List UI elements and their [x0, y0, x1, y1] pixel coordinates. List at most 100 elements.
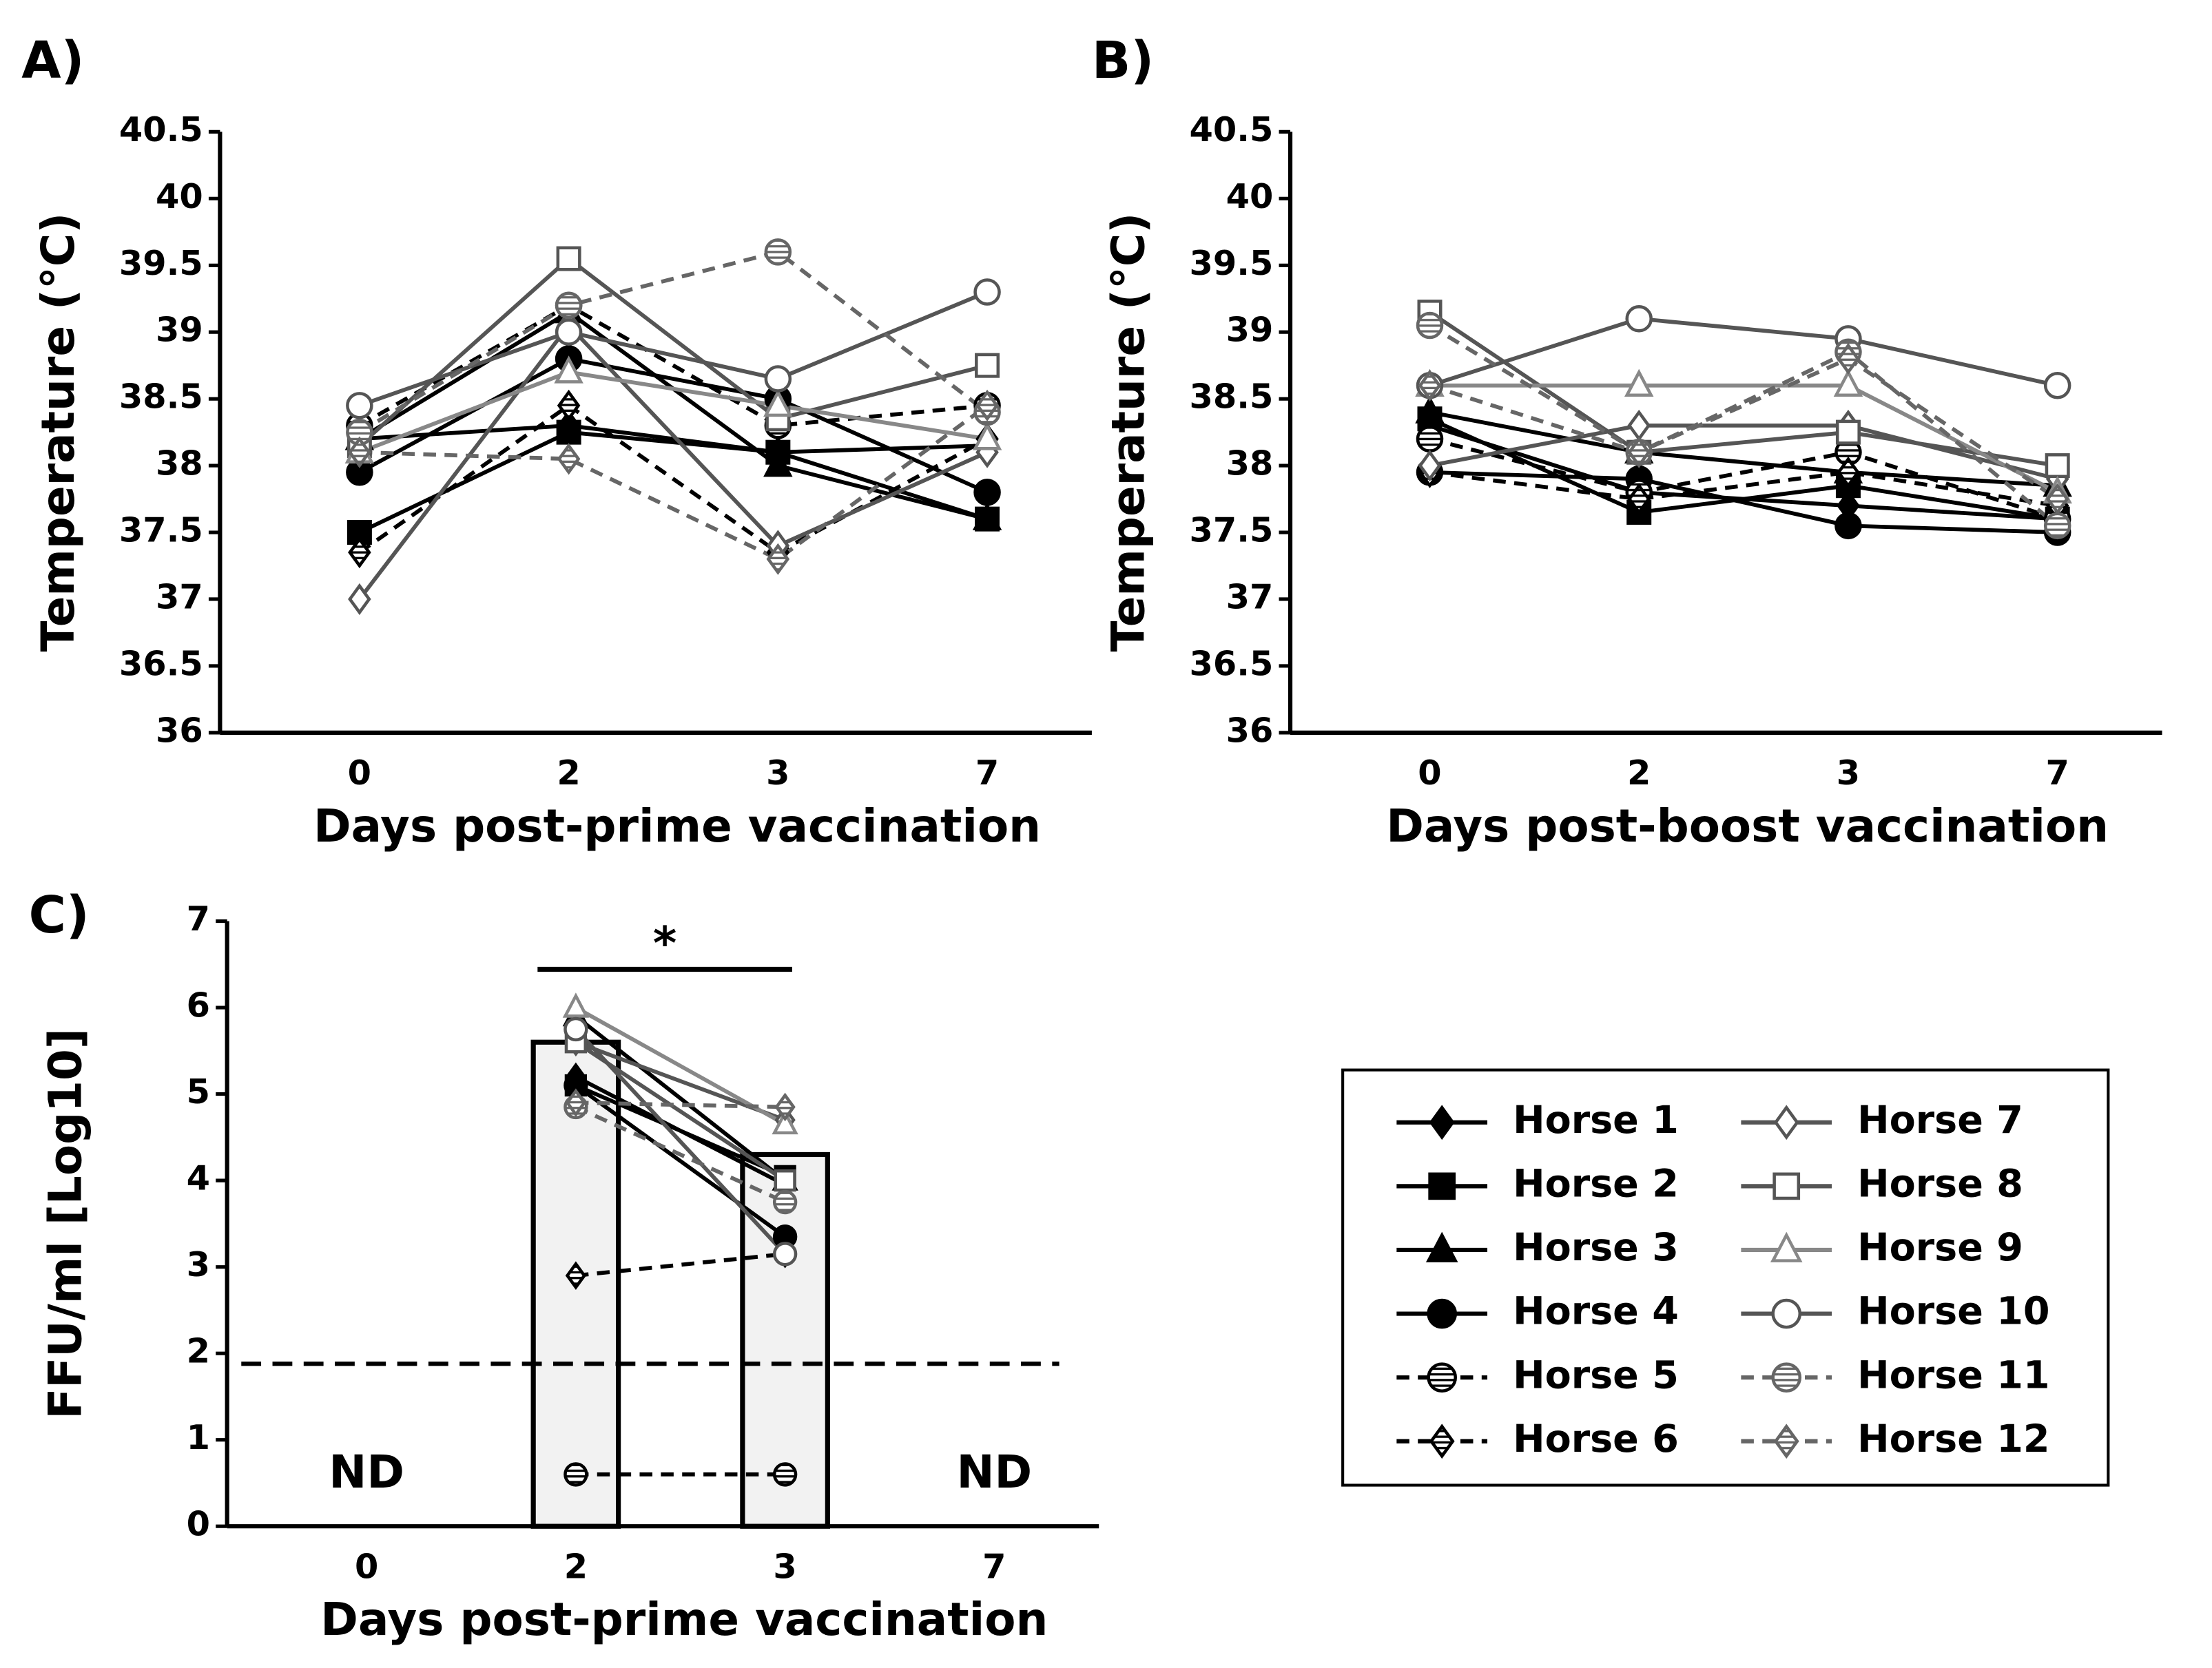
series-line: [359, 404, 989, 562]
x-tick-label: 7: [975, 753, 999, 793]
marker: [1627, 409, 1651, 442]
marker: [2043, 372, 2071, 399]
x-tick-label: 3: [773, 1546, 796, 1586]
marker: [348, 536, 371, 569]
marker: [766, 543, 790, 575]
series-line: [575, 1083, 786, 1178]
series-line: [575, 1083, 787, 1239]
panel-label: C): [29, 886, 90, 945]
y-tick-label: 37.5: [119, 510, 203, 550]
marker: [1427, 1298, 1458, 1329]
marker: [1773, 1424, 1799, 1459]
legend-label: Horse 8: [1857, 1161, 2023, 1206]
marker: [1416, 425, 1444, 453]
legend-label: Horse 1: [1513, 1098, 1679, 1143]
marker: [772, 1189, 798, 1215]
marker: [1625, 305, 1653, 333]
marker: [1418, 450, 1442, 482]
marker: [763, 448, 793, 477]
marker: [555, 318, 583, 346]
y-tick-label: 1: [187, 1417, 210, 1457]
y-tick-label: 38: [1226, 444, 1274, 483]
y-tick-label: 4: [187, 1158, 210, 1198]
series-line: [358, 370, 988, 455]
y-tick-label: 38: [156, 444, 203, 483]
marker: [972, 502, 1002, 530]
series-line: [1429, 424, 2058, 481]
legend-label: Horse 11: [1857, 1353, 2049, 1397]
marker: [772, 1109, 798, 1135]
series-line: [1429, 470, 2058, 534]
marker: [562, 992, 590, 1018]
marker: [1773, 1105, 1799, 1140]
marker: [1835, 419, 1861, 445]
series-line: [358, 256, 988, 448]
series-line: [358, 322, 989, 601]
y-tick-label: 5: [187, 1072, 210, 1112]
series-line: [1429, 356, 2059, 501]
x-tick-label: 3: [766, 753, 789, 793]
marker: [764, 365, 792, 393]
marker: [1428, 1172, 1456, 1200]
marker: [1427, 1362, 1458, 1393]
marker: [973, 278, 1001, 306]
x-tick-label: 0: [355, 1546, 378, 1586]
series-line: [358, 290, 989, 408]
marker: [2045, 483, 2069, 515]
x-tick-label: 7: [982, 1546, 1006, 1586]
x-tick-label: 2: [1627, 753, 1651, 793]
marker: [1834, 512, 1862, 540]
series-line: [575, 1105, 786, 1205]
marker: [555, 291, 583, 320]
legend-label: Horse 4: [1513, 1289, 1679, 1334]
series-line: [575, 1251, 785, 1278]
y-tick-label: 38.5: [119, 377, 203, 417]
y-tick-label: 2: [187, 1331, 210, 1371]
series-line: [575, 1014, 787, 1182]
series-line: [574, 1028, 787, 1255]
series-line: [358, 403, 989, 555]
marker: [1624, 368, 1654, 397]
y-axis-title: Temperature (°C): [32, 213, 85, 652]
y-tick-label: 6: [187, 986, 210, 1025]
marker: [554, 355, 583, 384]
marker: [1837, 342, 1860, 375]
x-axis-title: Days post-prime vaccination: [320, 1593, 1048, 1646]
x-tick-label: 7: [2045, 753, 2069, 793]
legend-label: Horse 5: [1513, 1353, 1679, 1397]
marker: [564, 1017, 588, 1042]
marker: [772, 1462, 798, 1487]
legend-label: Horse 2: [1513, 1161, 1679, 1206]
x-tick-label: 0: [1418, 753, 1441, 793]
marker: [763, 388, 793, 417]
y-tick-label: 39: [1226, 310, 1274, 350]
marker: [2043, 512, 2071, 540]
panel-label: B): [1092, 31, 1154, 90]
marker: [1770, 1231, 1803, 1262]
marker: [1429, 1105, 1455, 1140]
marker: [972, 422, 1002, 450]
y-tick-label: 7: [187, 899, 210, 939]
y-tick-label: 3: [187, 1244, 210, 1284]
marker: [774, 1092, 796, 1122]
marker: [2045, 453, 2070, 479]
x-tick-label: 2: [557, 753, 580, 793]
y-tick-label: 36.5: [1189, 643, 1273, 683]
x-tick-label: 0: [348, 753, 371, 793]
marker: [1772, 1172, 1801, 1200]
series-line: [358, 303, 988, 428]
y-tick-label: 39.5: [1189, 243, 1273, 283]
no-data-label: ND: [956, 1446, 1032, 1499]
y-tick-label: 40.5: [1189, 110, 1273, 149]
y-tick-label: 39.5: [119, 243, 203, 283]
marker: [556, 419, 581, 445]
marker: [556, 246, 581, 271]
series-line: [1429, 383, 2058, 494]
marker: [774, 1169, 796, 1192]
y-tick-label: 0: [187, 1504, 210, 1544]
legend-label: Horse 10: [1857, 1289, 2049, 1334]
series-line: [358, 356, 989, 494]
legend-label: Horse 12: [1857, 1417, 2049, 1461]
marker: [565, 1088, 587, 1117]
series-line: [1429, 410, 2058, 488]
